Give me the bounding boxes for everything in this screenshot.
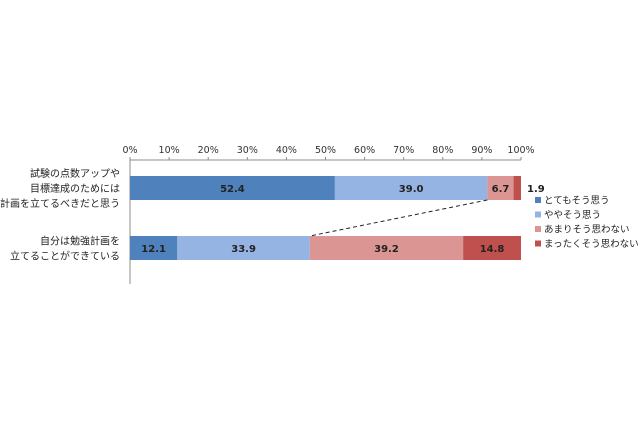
x-tick-label: 0% (122, 145, 137, 156)
axis-layer: 0% 10% 20% 30% 40% 50% 60% 70% 80% 90% 100% 試験の点数アッ… (0, 145, 535, 284)
connector-line (309, 199, 488, 237)
legend-label: ややそう思う (544, 210, 601, 221)
data-label: 1.9 (527, 184, 545, 195)
bar-segment (130, 236, 178, 260)
legend-swatch (535, 211, 541, 218)
legend-swatch (535, 226, 541, 232)
bar-segment (487, 176, 514, 200)
x-tick-label: 30% (237, 145, 258, 156)
x-tick-label: 90% (471, 145, 492, 156)
bars-layer (130, 176, 521, 260)
data-label: 14.8 (480, 244, 505, 255)
x-tick-label: 80% (432, 145, 453, 156)
legend-label: とてもそう思う (544, 196, 610, 207)
legend-label: まったくそう思わない (544, 239, 639, 250)
legend-label: あまりそう思わない (544, 225, 630, 236)
category-label: 試験の点数アップや目標達成のためには勉強計画を立てるべきだと思う (0, 167, 120, 210)
data-label: 12.1 (141, 244, 166, 255)
x-tick-label: 40% (276, 145, 297, 156)
x-tick-label: 70% (393, 145, 414, 156)
bar-segment (334, 176, 488, 200)
legend-swatch (535, 240, 541, 247)
x-tick-label: 50% (315, 145, 336, 156)
data-label: 6.7 (492, 184, 510, 195)
labels-layer: 52.4 39.0 6.7 1.9 12.1 33.9 39.2 14.8 (141, 184, 544, 255)
bar-segment (309, 236, 464, 260)
legend-swatch (535, 197, 541, 203)
data-label: 52.4 (220, 184, 245, 195)
data-label: 33.9 (231, 244, 256, 255)
x-tick-label: 20% (198, 145, 219, 156)
bar-segment (463, 236, 521, 260)
bar-segment (513, 176, 521, 200)
category-label: 自分は勉強計画を立てることができている (10, 235, 120, 263)
bar-segment (130, 176, 335, 200)
bar-segment (177, 236, 310, 260)
x-tick-label: 10% (159, 145, 180, 156)
data-label: 39.2 (374, 244, 399, 255)
x-tick-label: 100% (507, 145, 534, 156)
x-tick-label: 60% (354, 145, 375, 156)
data-label: 39.0 (399, 184, 424, 195)
